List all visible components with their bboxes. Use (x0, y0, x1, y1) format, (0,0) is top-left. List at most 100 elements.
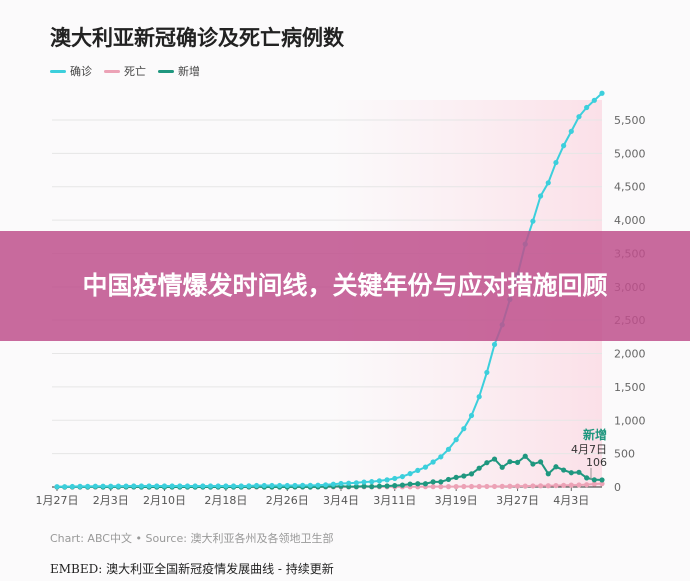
data-point (292, 482, 298, 489)
data-point (108, 483, 114, 489)
chart-source: Chart: ABC中文 • Source: 澳大利亚各州及各领地卫生部 (50, 532, 334, 545)
data-point (484, 460, 490, 466)
x-tick-label: 3月27日 (496, 494, 539, 507)
data-point (476, 483, 482, 490)
data-point (468, 412, 475, 419)
data-point (77, 483, 83, 489)
data-point (438, 454, 444, 460)
data-point (591, 481, 597, 487)
data-point (100, 483, 106, 489)
data-point (522, 453, 528, 459)
data-point (69, 483, 75, 490)
data-point (468, 483, 475, 490)
x-tick-label: 3月19日 (435, 494, 478, 507)
data-point (200, 483, 206, 489)
data-point (399, 482, 406, 488)
data-point (192, 483, 198, 489)
data-point (407, 481, 413, 487)
data-point (561, 467, 567, 473)
data-point (384, 483, 390, 489)
y-tick-label: 1,000 (614, 414, 646, 427)
data-point (376, 483, 382, 489)
data-point (269, 482, 275, 489)
y-tick-label: 4,500 (614, 181, 646, 194)
data-point (576, 469, 582, 475)
data-point (599, 481, 605, 487)
data-point (376, 478, 382, 484)
data-point (284, 482, 290, 489)
data-point (384, 477, 390, 483)
data-point (507, 483, 513, 489)
legend: 确诊 死亡 新增 (50, 63, 200, 79)
data-point (438, 484, 444, 490)
data-point (323, 482, 329, 488)
y-tick-label: 5,000 (614, 147, 646, 160)
data-point (461, 426, 467, 432)
data-point (568, 470, 574, 476)
data-point (430, 484, 436, 490)
data-point (54, 484, 60, 490)
data-point (453, 483, 459, 490)
data-point (422, 464, 429, 470)
data-point (177, 483, 183, 489)
data-point (461, 483, 467, 490)
annotation-date: 4月7日 (571, 443, 607, 456)
data-point (315, 482, 321, 488)
data-point (230, 483, 237, 489)
legend-swatch (104, 69, 120, 73)
data-point (484, 483, 490, 490)
data-point (369, 479, 375, 485)
data-point (369, 483, 375, 490)
data-point (62, 484, 68, 490)
embed-link[interactable]: EMBED: 澳大利亚全国新冠疫情发展曲线 - 持续更新 (50, 562, 334, 576)
x-tick-label: 2月3日 (93, 494, 129, 507)
data-point (530, 218, 536, 224)
data-point (438, 479, 444, 485)
data-point (537, 459, 544, 465)
x-tick-label: 3月11日 (373, 494, 416, 507)
chart-title: 澳大利亚新冠确诊及死亡病例数 (50, 26, 344, 50)
legend-item-deaths[interactable]: 死亡 (104, 63, 146, 79)
y-tick-label: 1,500 (614, 381, 646, 394)
data-point (599, 90, 605, 96)
x-tick-label: 2月18日 (204, 494, 247, 507)
legend-item-confirmed[interactable]: 确诊 (50, 63, 92, 79)
data-point (537, 193, 544, 199)
legend-label: 死亡 (124, 65, 146, 78)
data-point (461, 473, 467, 479)
annotation-value: 106 (586, 456, 607, 469)
data-point (514, 483, 521, 489)
data-point (131, 483, 137, 489)
data-point (445, 476, 452, 483)
data-point (353, 480, 359, 486)
data-point (476, 394, 482, 400)
data-point (146, 483, 152, 489)
data-point (553, 482, 559, 489)
data-point (499, 464, 505, 470)
x-tick-label: 2月26日 (266, 494, 309, 507)
data-point (338, 480, 344, 487)
data-point (530, 461, 536, 467)
data-point (184, 483, 191, 489)
legend-swatch (158, 69, 174, 73)
data-point (584, 482, 590, 488)
data-point (491, 483, 498, 490)
data-point (223, 483, 229, 489)
legend-item-new[interactable]: 新增 (158, 63, 200, 79)
data-point (430, 459, 436, 465)
data-point (445, 483, 452, 490)
data-point (238, 483, 244, 489)
data-point (591, 477, 597, 483)
data-point (576, 482, 582, 488)
y-tick-label: 0 (614, 481, 621, 494)
data-point (561, 143, 567, 149)
data-point (545, 180, 551, 186)
x-tick-label: 2月10日 (143, 494, 186, 507)
data-point (484, 369, 490, 376)
data-point (568, 128, 574, 134)
data-point (576, 114, 582, 120)
data-point (537, 483, 544, 489)
x-tick-label: 1月27日 (36, 494, 79, 507)
data-point (154, 483, 160, 489)
legend-swatch (50, 69, 66, 73)
